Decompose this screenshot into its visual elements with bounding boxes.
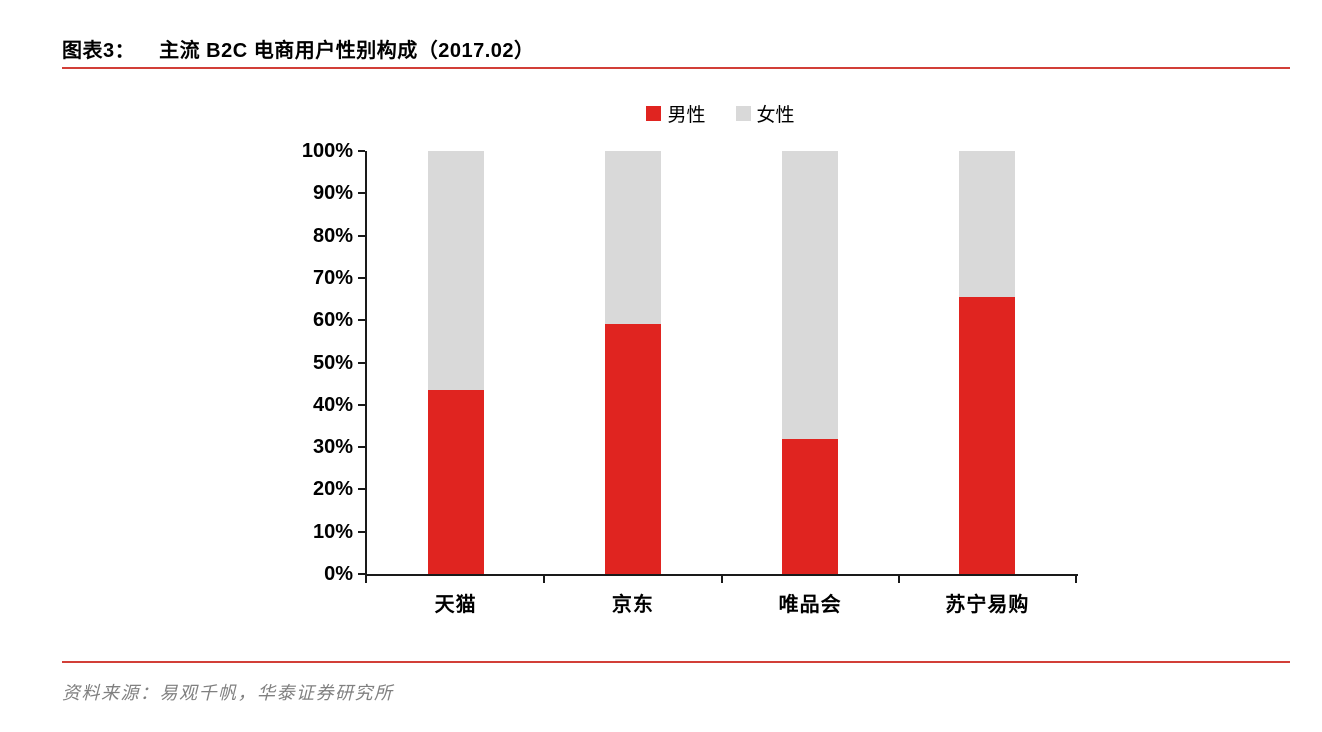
y-tick-mark xyxy=(358,573,365,575)
x-category-label: 天猫 xyxy=(434,594,477,616)
y-tick-mark xyxy=(358,530,365,533)
x-category-label: 苏宁易购 xyxy=(945,594,1030,616)
bar-slot-京东 xyxy=(544,151,721,574)
stacked-bar xyxy=(959,151,1016,574)
figure-title-row: 图表3： 主流 B2C 电商用户性别构成（2017.02） xyxy=(62,34,535,63)
y-tick-label: 0% xyxy=(324,563,353,585)
bar-slot-天猫 xyxy=(367,151,544,574)
stacked-bar xyxy=(604,151,661,574)
y-tick-label: 20% xyxy=(312,478,353,501)
figure-number-label: 图表3： xyxy=(62,40,136,62)
y-tick-mark xyxy=(358,403,365,406)
chart-legend: 男性 女性 xyxy=(365,100,1076,127)
bar-segment-male xyxy=(427,389,484,574)
bar-segment-female xyxy=(782,151,839,439)
stacked-bar xyxy=(782,151,839,574)
y-tick-mark xyxy=(358,150,365,152)
legend-item-male: 男性 xyxy=(646,100,706,127)
bar-segment-male xyxy=(959,296,1016,574)
y-tick-label: 100% xyxy=(301,140,353,162)
figure-title: 主流 B2C 电商用户性别构成（2017.02） xyxy=(159,40,535,62)
bar-segment-male xyxy=(782,438,839,574)
plot-area xyxy=(367,151,1076,574)
x-category-label: 唯品会 xyxy=(778,594,842,616)
y-tick-label: 50% xyxy=(312,351,353,374)
y-tick-mark xyxy=(358,361,365,364)
y-tick-mark xyxy=(358,234,365,237)
x-tick-mark xyxy=(898,576,901,583)
bar-segment-female xyxy=(604,151,661,325)
legend-label: 男性 xyxy=(667,104,706,126)
y-tick-mark xyxy=(358,446,365,449)
x-category-label: 京东 xyxy=(611,594,654,616)
bar-segment-male xyxy=(604,324,661,574)
y-tick-mark xyxy=(358,319,365,322)
bar-slot-苏宁易购 xyxy=(899,151,1076,574)
x-tick-mark xyxy=(1075,576,1077,583)
y-tick-label: 80% xyxy=(312,224,353,247)
legend-swatch-icon xyxy=(646,105,662,121)
y-tick-label: 10% xyxy=(312,520,353,543)
legend-label: 女性 xyxy=(756,104,795,126)
y-tick-label: 30% xyxy=(312,436,353,459)
y-tick-mark xyxy=(358,488,365,491)
y-axis-line xyxy=(365,151,367,576)
data-source-note: 资料来源：易观千帆，华泰证券研究所 xyxy=(62,683,394,704)
x-tick-mark xyxy=(365,576,367,583)
legend-swatch-icon xyxy=(735,105,751,121)
y-tick-mark xyxy=(358,192,365,195)
y-tick-label: 40% xyxy=(312,393,353,416)
title-underline-rule xyxy=(62,67,1290,69)
y-tick-label: 90% xyxy=(312,182,353,205)
x-axis-line xyxy=(365,574,1078,576)
stacked-bar xyxy=(427,151,484,574)
legend-item-female: 女性 xyxy=(735,100,795,127)
y-tick-label: 70% xyxy=(312,266,353,289)
bar-segment-female xyxy=(427,151,484,390)
x-axis-category-labels: 天猫 京东 唯品会 苏宁易购 xyxy=(367,588,1076,618)
x-tick-mark xyxy=(542,576,545,583)
bar-slot-唯品会 xyxy=(722,151,899,574)
footer-rule xyxy=(62,661,1290,663)
x-tick-mark xyxy=(720,576,723,583)
y-tick-mark xyxy=(358,276,365,279)
bar-segment-female xyxy=(959,151,1016,297)
y-tick-label: 60% xyxy=(312,309,353,332)
